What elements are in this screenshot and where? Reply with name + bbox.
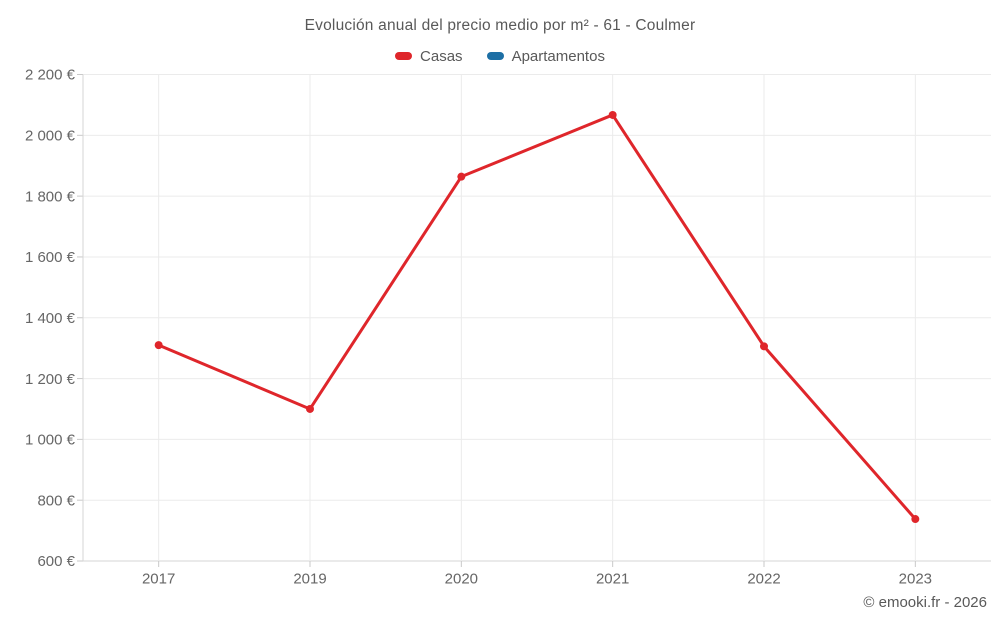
legend-swatch-apartamentos <box>486 52 504 60</box>
legend-label-apartamentos: Apartamentos <box>511 47 605 65</box>
tick-label-y-600: 600 € <box>37 553 75 570</box>
legend-item-casas[interactable]: Casas <box>395 48 463 65</box>
chart-legend: Casas Apartamentos <box>0 47 1000 65</box>
data-point-casas-2022[interactable] <box>760 342 768 351</box>
legend-item-apartamentos[interactable]: Apartamentos <box>486 47 605 65</box>
legend-label-casas: Casas <box>420 47 463 65</box>
tick-label-y-1400: 1 400 € <box>25 310 76 327</box>
chart-title: Evolución anual del precio medio por m² … <box>304 17 696 34</box>
copyright-footer: © emooki.fr - 2026 <box>863 594 987 611</box>
data-point-casas-2021[interactable] <box>608 110 617 119</box>
legend-swatch-casas <box>395 52 413 60</box>
tick-label-x-2020: 2020 <box>445 571 478 588</box>
tick-label-y-1000: 1 000 € <box>25 432 76 449</box>
tick-label-x-2017: 2017 <box>142 571 175 588</box>
tick-label-x-2023: 2023 <box>899 571 932 588</box>
data-point-casas-2023[interactable] <box>911 515 920 524</box>
data-point-casas-2020[interactable] <box>457 172 466 181</box>
tick-label-x-2022: 2022 <box>747 571 780 588</box>
data-point-casas-2017[interactable] <box>154 341 163 350</box>
tick-label-x-2019: 2019 <box>293 571 326 588</box>
tick-label-y-2000: 2 000 € <box>25 128 76 145</box>
tick-label-y-1200: 1 200 € <box>25 371 76 388</box>
tick-label-y-1800: 1 800 € <box>25 188 76 205</box>
data-point-casas-2019[interactable] <box>306 404 314 413</box>
tick-label-x-2021: 2021 <box>596 571 629 588</box>
tick-label-y-1600: 1 600 € <box>25 249 76 266</box>
tick-label-y-800: 800 € <box>37 492 75 509</box>
series-line-casas <box>157 113 917 521</box>
tick-label-y-2200: 2 200 € <box>25 67 76 84</box>
